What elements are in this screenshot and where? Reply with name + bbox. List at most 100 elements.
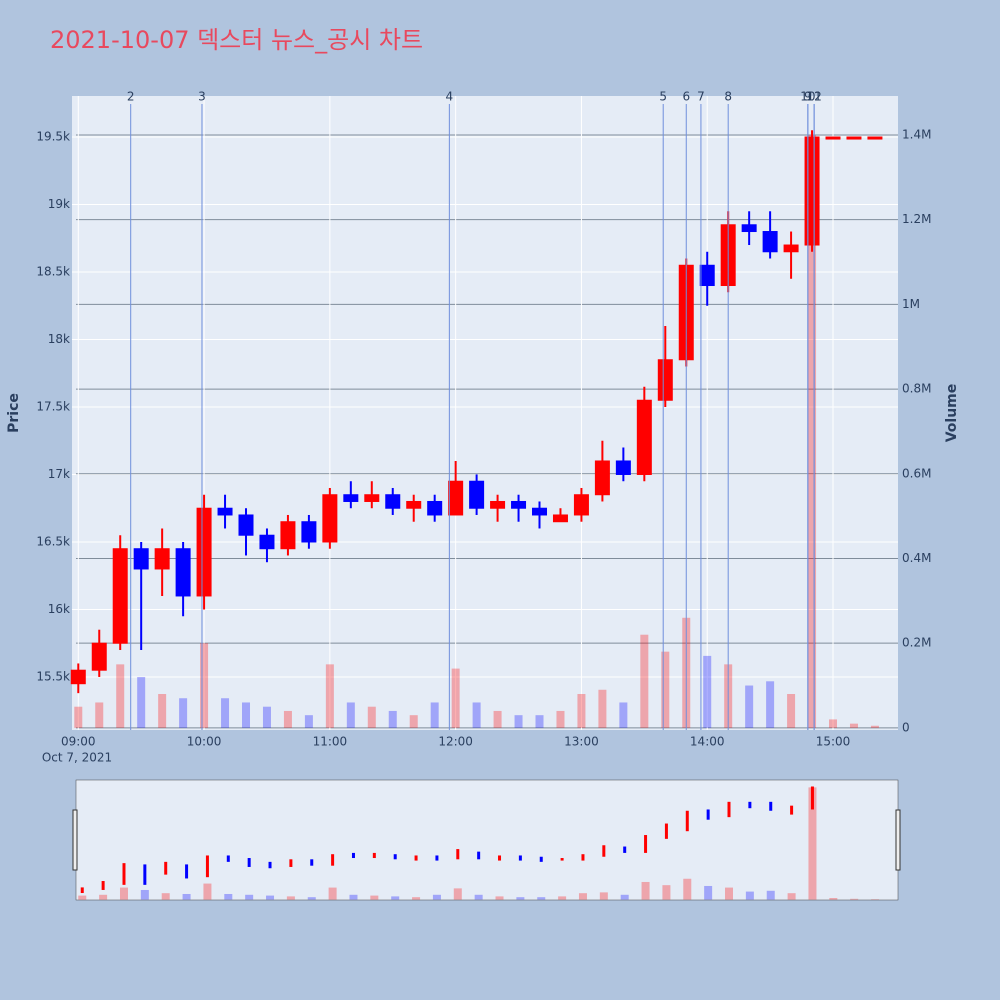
slider-volume-bar [349,894,358,900]
y-tick-label: 19.5k [36,130,70,144]
volume-bar [661,651,670,728]
volume-bar [200,643,209,728]
candle-body [867,136,883,140]
candle-body [196,507,212,597]
candle-body [657,359,673,401]
annotation-label: 5 [659,90,667,104]
x-tick-label: 12:00 [438,735,473,749]
candle-body [846,136,862,140]
x-tick-label: 13:00 [564,735,599,749]
annotation-label: 12 [807,90,822,104]
chart-title: 2021-10-07 덱스터 뉴스_공시 차트 [50,26,423,54]
slider-volume-bar [453,888,462,900]
slider-volume-bar [537,897,546,900]
y-axis-label: Price [6,393,22,433]
volume-bar [158,694,167,728]
x-tick-label: 09:00 [61,735,96,749]
candle-body [259,534,275,550]
slider-volume-bar [683,878,692,900]
x-date-label: Oct 7, 2021 [42,751,112,765]
slider-volume-bar [328,887,337,900]
y2-tick-label: 0.4M [902,551,931,565]
y-tick-label: 16k [48,602,70,616]
candle-body [615,460,631,475]
slider-volume-bar [850,898,859,900]
candle-body [280,521,296,550]
volume-bar [849,723,858,728]
x-tick-label: 15:00 [816,735,851,749]
volume-bar [430,702,439,728]
plot-area [72,96,898,730]
candle-body [238,514,254,536]
volume-bar [242,702,251,728]
candle-body [112,548,128,644]
slider-volume-bar [307,897,316,900]
candle-body [594,460,610,496]
candle-body [783,244,799,253]
range-handle[interactable] [72,809,78,871]
candle-body [427,500,443,516]
candle-body [70,669,86,685]
volume-bar [325,664,334,728]
x-tick-label: 10:00 [187,735,222,749]
y2-axis-label: Volume [944,384,960,443]
volume-bar [870,725,879,728]
slider-volume-bar [412,897,421,900]
slider-volume-bar [495,896,504,900]
slider-volume-bar [391,896,400,900]
candle-body [469,480,485,509]
y2-tick-label: 0.6M [902,466,931,480]
slider-volume-bar [725,887,734,900]
annotation-label: 6 [682,90,690,104]
volume-bar [137,677,146,728]
candle-body [552,514,568,523]
slider-volume-bar [558,896,567,900]
volume-bar [829,719,838,728]
volume-bar [262,706,271,728]
y2-tick-label: 1M [902,297,920,311]
slider-volume-bar [140,889,149,900]
candle-body [573,494,589,516]
volume-bar [367,706,376,728]
candle-body [217,507,233,516]
volume-bar [619,702,628,728]
volume-bar [745,685,754,728]
y2-tick-label: 0 [902,720,910,734]
x-tick-label: 11:00 [313,735,348,749]
volume-bar [74,706,83,728]
candle-body [343,494,359,502]
y2-tick-label: 0.2M [902,636,931,650]
slider-volume-bar [745,891,754,900]
annotation-label: 11 [807,90,822,104]
candle-body [154,548,170,570]
slider-volume-bar [182,893,191,900]
slider-volume-bar [662,885,671,900]
candle-body [636,399,652,475]
candle-body [301,521,317,543]
candle-body [175,548,191,597]
slider-volume-bar [766,890,775,900]
candle-body [699,264,715,287]
slider-volume-bar [224,893,233,900]
candle-body [762,231,778,253]
volume-bar [787,694,796,728]
volume-bar [179,698,188,728]
range-slider[interactable] [75,779,899,901]
slider-volume-bar [578,893,587,900]
slider-volume-bar [99,894,108,900]
slider-volume-bar [829,897,838,900]
candle-body [322,494,338,543]
volume-bar [451,668,460,728]
candle-body [448,480,464,516]
volume-bar [116,664,125,728]
candle-body [825,136,841,140]
volume-bar [409,715,418,728]
volume-bar [598,689,607,728]
slider-volume-bar [808,787,817,900]
candle-body [91,642,107,671]
slider-volume-bar [516,897,525,900]
slider-volume-bar [119,887,128,900]
range-handle[interactable] [895,809,901,871]
y-tick-label: 19k [48,197,70,211]
volume-bar [535,715,544,728]
